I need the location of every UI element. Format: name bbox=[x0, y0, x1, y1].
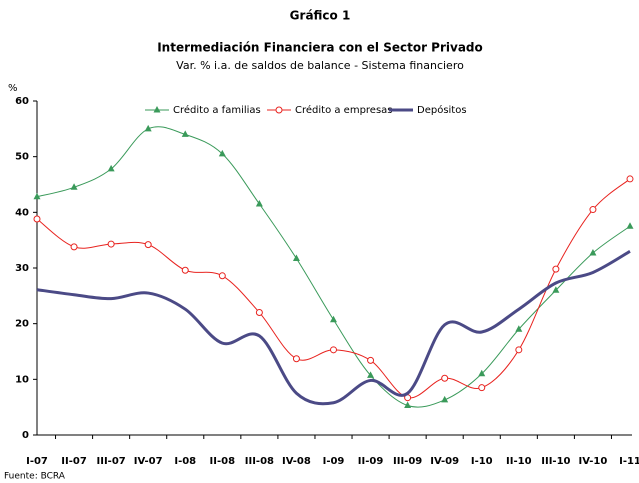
x-tick-label: I-10 bbox=[471, 456, 493, 467]
marker bbox=[292, 254, 300, 262]
marker bbox=[441, 395, 449, 403]
x-tick-label: III-08 bbox=[245, 456, 274, 467]
legend-label: Crédito a familias bbox=[173, 104, 261, 116]
marker bbox=[144, 241, 152, 249]
marker bbox=[218, 149, 226, 157]
x-tick-label: II-07 bbox=[61, 456, 87, 467]
marker bbox=[589, 206, 597, 214]
marker bbox=[552, 286, 560, 293]
marker bbox=[181, 266, 189, 274]
chart-title: Gráfico 1 bbox=[290, 9, 351, 23]
y-tick-label: 10 bbox=[15, 374, 29, 385]
marker bbox=[255, 309, 263, 317]
marker bbox=[107, 240, 115, 248]
marker bbox=[552, 265, 560, 273]
x-tick-label: IV-08 bbox=[282, 456, 311, 467]
x-tick-label: I-09 bbox=[323, 456, 345, 467]
x-tick-label: III-07 bbox=[97, 456, 126, 467]
series-line bbox=[36, 178, 631, 399]
marker bbox=[626, 222, 634, 229]
source: Fuente: BCRA bbox=[4, 472, 66, 482]
marker bbox=[626, 175, 634, 183]
x-tick-label: IV-09 bbox=[430, 456, 459, 467]
y-tick-label: 20 bbox=[15, 319, 29, 330]
series-line bbox=[36, 249, 631, 406]
x-tick-label: II-09 bbox=[358, 456, 384, 467]
marker bbox=[33, 192, 41, 200]
y-tick-label: 30 bbox=[15, 263, 29, 274]
marker bbox=[33, 215, 41, 223]
marker bbox=[70, 183, 78, 190]
x-tick-label: II-10 bbox=[506, 456, 532, 467]
marker bbox=[330, 315, 337, 323]
y-tick-label: 0 bbox=[22, 430, 29, 441]
marker bbox=[367, 371, 375, 378]
marker bbox=[218, 272, 226, 280]
marker bbox=[330, 346, 337, 354]
marker bbox=[181, 130, 189, 137]
marker bbox=[478, 384, 486, 392]
marker bbox=[292, 355, 300, 363]
x-tick-label: III-10 bbox=[541, 456, 570, 467]
legend-marker bbox=[153, 106, 161, 113]
legend-label: Depósitos bbox=[417, 104, 467, 116]
x-tick-label: IV-10 bbox=[579, 456, 608, 467]
x-tick-label: I-07 bbox=[26, 456, 48, 467]
legend-marker bbox=[275, 106, 283, 114]
marker bbox=[107, 164, 115, 172]
y-tick-label: 40 bbox=[15, 207, 29, 218]
marker bbox=[515, 325, 523, 332]
chart-subtitle: Intermediación Financiera con el Sector … bbox=[157, 41, 483, 55]
y-axis-label: % bbox=[8, 83, 18, 94]
marker bbox=[255, 199, 263, 207]
x-tick-label: II-08 bbox=[210, 456, 236, 467]
marker bbox=[589, 248, 597, 256]
legend-label: Crédito a empresas bbox=[295, 104, 393, 116]
marker bbox=[404, 401, 412, 408]
x-tick-label: III-09 bbox=[393, 456, 422, 467]
chart-description: Var. % i.a. de saldos de balance - Siste… bbox=[176, 59, 464, 72]
x-tick-label: IV-07 bbox=[134, 456, 163, 467]
marker bbox=[478, 369, 486, 377]
marker bbox=[70, 243, 78, 251]
marker bbox=[515, 346, 523, 354]
y-tick-label: 60 bbox=[15, 96, 29, 107]
marker bbox=[144, 124, 152, 132]
marker bbox=[441, 374, 449, 382]
series-line bbox=[36, 126, 631, 408]
y-tick-label: 50 bbox=[15, 152, 29, 163]
marker bbox=[367, 356, 375, 364]
x-tick-label: I-08 bbox=[174, 456, 196, 467]
x-tick-label: I-11 bbox=[619, 456, 639, 467]
